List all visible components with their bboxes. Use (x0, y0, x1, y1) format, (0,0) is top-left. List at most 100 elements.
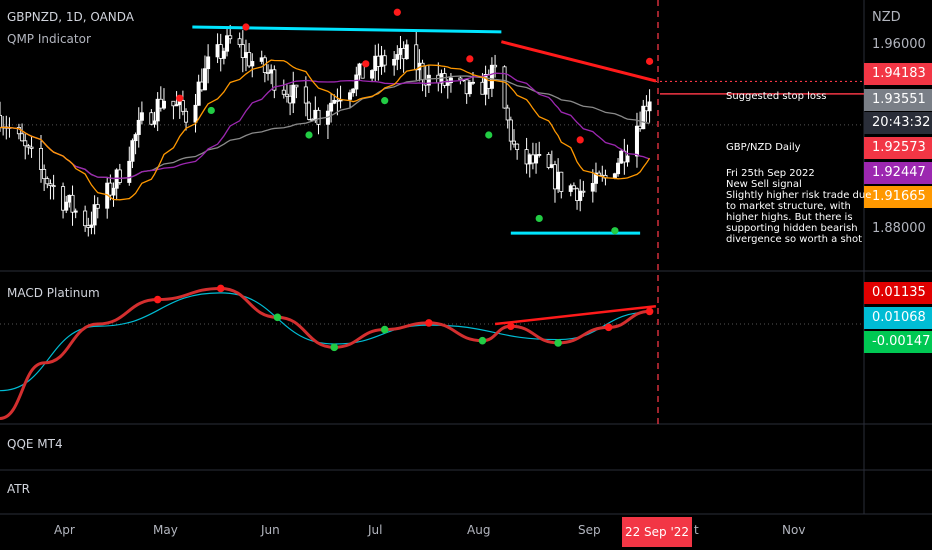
macd-signal-dot-1 (216, 284, 225, 293)
candle-body-72 (313, 109, 318, 121)
pane-separators (0, 0, 932, 515)
candle-body-10 (42, 169, 47, 180)
candle-body-61 (266, 72, 271, 74)
candle-body-23 (95, 204, 100, 209)
price-levels (655, 80, 864, 95)
candle-body-144 (634, 125, 639, 157)
price-trendline-2 (501, 40, 657, 83)
candle-body-111 (486, 73, 491, 89)
candle-body-77 (335, 99, 340, 102)
candle-body-5 (20, 133, 25, 142)
candle-body-17 (70, 194, 75, 213)
candle-body-145 (638, 125, 643, 130)
candle-body-47 (202, 68, 207, 91)
candle-body-66 (288, 95, 293, 104)
month-label-may: May (153, 523, 178, 537)
macd-signal-dot-8 (554, 339, 562, 347)
candle-body-37 (158, 98, 163, 109)
macd-pane (0, 284, 657, 420)
macd-signal-dot-2 (273, 313, 282, 322)
signal-value-badge: 0.01068 (864, 307, 932, 329)
signal-dot-12 (645, 57, 654, 65)
candle-body-29 (127, 160, 132, 183)
candle-body-85 (373, 55, 378, 71)
candle-body-65 (284, 93, 289, 97)
candle-body-116 (508, 119, 513, 142)
month-label-jun: Jun (261, 523, 280, 537)
candle-body-4 (16, 127, 21, 135)
candle-body-120 (527, 154, 532, 165)
candle-body-26 (111, 187, 116, 196)
candle-body-8 (29, 146, 34, 149)
atr-pane-label[interactable]: ATR (7, 482, 30, 496)
histogram-value-badge: -0.00147 (864, 331, 932, 353)
candle-body-42 (180, 100, 185, 112)
stop-loss-annotation: Suggested stop loss (726, 91, 827, 102)
macd-trendline-0 (494, 304, 657, 326)
macd-signal-dot-7 (507, 322, 515, 331)
month-label-oct-partial: t (694, 523, 699, 537)
purple-ma-badge: 1.92447 (864, 162, 932, 184)
candle-body-50 (218, 44, 223, 59)
macd-pane-label[interactable]: MACD Platinum (7, 286, 100, 300)
signal-dots (176, 8, 654, 235)
candle-body-28 (117, 169, 122, 183)
candle-body-130 (571, 185, 576, 190)
candle-body-34 (149, 112, 154, 125)
candle-body-133 (581, 190, 586, 193)
candle-body-63 (272, 69, 277, 91)
signal-dot-3 (305, 131, 313, 139)
candle-body-20 (86, 225, 91, 228)
note-line-4: supporting hidden bearish (726, 223, 858, 234)
candle-body-102 (445, 82, 450, 86)
candle-body-131 (575, 188, 580, 201)
candle-body-35 (152, 120, 157, 125)
qqe-pane-label[interactable]: QQE MT4 (7, 437, 63, 451)
note-line-2: to market structure, with (726, 201, 851, 212)
candle-body-117 (511, 140, 516, 145)
candle-body-14 (61, 186, 66, 211)
candle-body-56 (243, 52, 248, 58)
signal-dot-10 (576, 136, 584, 144)
candle-body-119 (524, 149, 529, 165)
candle-body-122 (534, 154, 539, 164)
candle-body-91 (398, 48, 403, 55)
candle-body-124 (546, 154, 551, 168)
note-line-1: Slightly higher risk trade due (726, 190, 872, 201)
candle-body-49 (215, 44, 220, 58)
candle-body-115 (505, 107, 510, 121)
candle-body-70 (307, 102, 312, 120)
candle-body-11 (45, 178, 50, 185)
candle-body-128 (559, 171, 564, 192)
candle-body-81 (354, 74, 359, 90)
candle-body-118 (515, 143, 520, 150)
month-label-aug: Aug (467, 523, 491, 537)
candle-body-21 (89, 224, 94, 228)
candle-body-135 (593, 172, 598, 184)
candle-body-147 (644, 105, 649, 112)
month-label-nov: Nov (782, 523, 806, 537)
signal-dot-8 (485, 131, 493, 139)
last-price-badge: 1.93551 (864, 89, 932, 111)
date-annotation: Fri 25th Sep 2022 (726, 168, 815, 179)
candle-body-125 (549, 164, 554, 168)
candle-body-62 (269, 69, 274, 74)
candle-body-143 (625, 155, 630, 163)
macd-signal-dot-6 (478, 336, 487, 345)
moving-average-line-2 (0, 59, 651, 201)
candle-body-104 (458, 77, 463, 81)
candle-body-6 (23, 140, 28, 147)
currency-label: NZD (872, 10, 901, 25)
note-line-3: higher highs. But there is (726, 212, 853, 223)
candle-body-89 (392, 58, 397, 66)
candle-body-141 (619, 150, 624, 164)
note-line-5: divergence so worth a shot (726, 234, 863, 245)
candle-body-15 (64, 201, 69, 211)
candle-body-9 (38, 148, 43, 170)
candle-body-123 (537, 154, 542, 156)
candle-body-107 (467, 82, 472, 95)
candle-body-57 (247, 52, 252, 67)
candle-body-113 (493, 64, 498, 68)
candle-body-132 (578, 190, 583, 201)
qmp-indicator-label[interactable]: QMP Indicator (7, 32, 91, 46)
